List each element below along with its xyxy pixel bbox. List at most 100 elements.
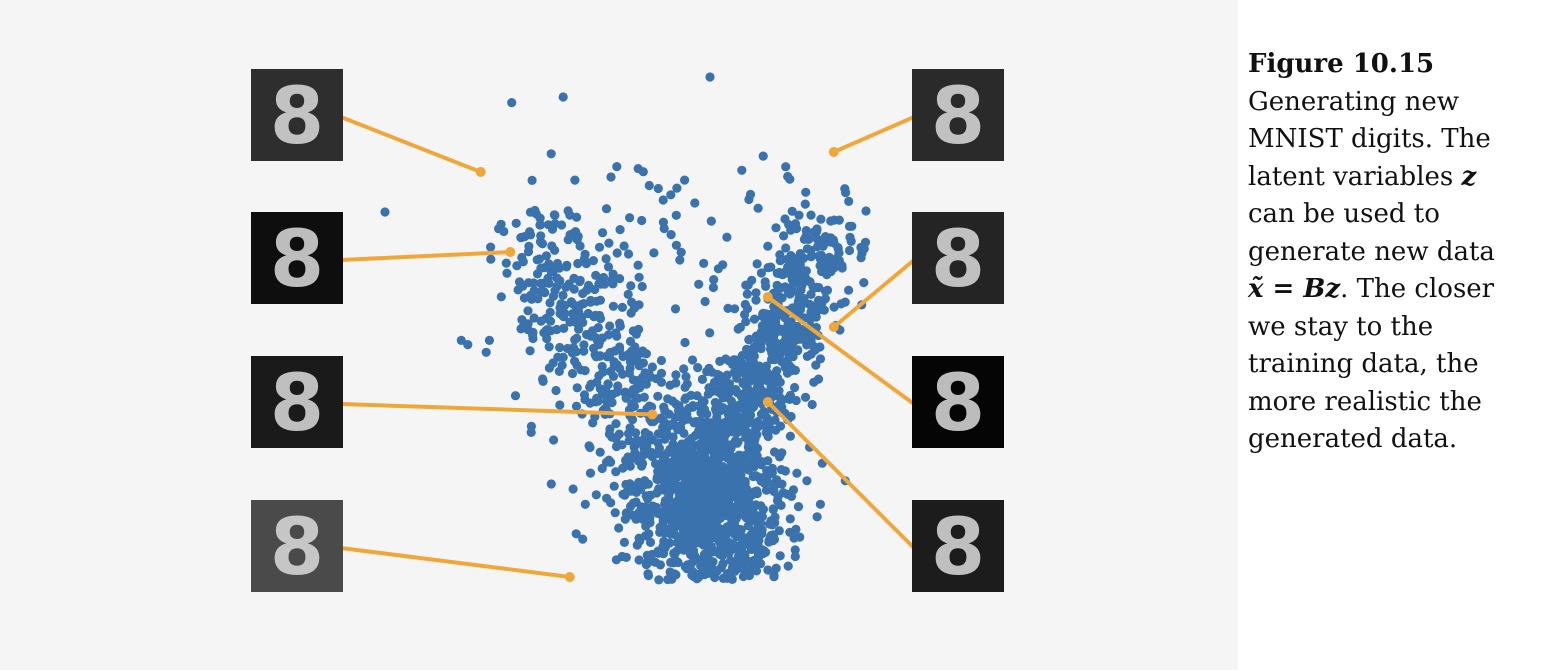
latent-point <box>712 516 722 526</box>
latent-point <box>658 195 668 205</box>
digit-glyph: 8 <box>270 72 324 162</box>
latent-point <box>778 339 788 349</box>
latent-point <box>632 384 642 394</box>
latent-point <box>567 368 578 379</box>
latent-point <box>619 241 629 251</box>
latent-point <box>718 559 728 569</box>
latent-point <box>671 370 681 380</box>
latent-point <box>660 434 670 444</box>
latent-point <box>671 378 681 388</box>
latent-point <box>598 228 608 238</box>
leader-line <box>339 115 483 174</box>
latent-point <box>697 374 708 384</box>
latent-point <box>749 314 760 324</box>
latent-point <box>689 417 700 427</box>
latent-point <box>763 263 773 273</box>
leader-line <box>765 295 916 406</box>
latent-point <box>652 472 663 482</box>
latent-point <box>689 507 699 518</box>
latent-point <box>594 242 605 252</box>
latent-point <box>771 223 781 233</box>
latent-point <box>486 242 496 252</box>
digit-glyph: 8 <box>931 359 985 449</box>
latent-point <box>666 557 676 568</box>
latent-point <box>611 328 621 338</box>
latent-point <box>517 252 527 263</box>
latent-point <box>594 279 604 289</box>
latent-point <box>617 302 628 312</box>
latent-point <box>761 485 772 495</box>
latent-point <box>536 278 546 288</box>
latent-point <box>496 292 506 302</box>
latent-point <box>792 334 802 345</box>
latent-point <box>790 545 800 555</box>
latent-point <box>730 304 740 314</box>
latent-point <box>780 466 791 476</box>
digit-glyph: 8 <box>931 503 985 593</box>
latent-point <box>690 457 700 467</box>
latent-point <box>568 484 578 494</box>
latent-point <box>545 298 555 308</box>
latent-point <box>775 551 785 561</box>
latent-point <box>546 479 556 489</box>
latent-point <box>802 340 812 350</box>
latent-point <box>741 426 751 436</box>
leader-target-dot <box>828 147 839 157</box>
leader-target-dot <box>647 409 658 420</box>
latent-point <box>721 418 731 428</box>
latent-point <box>687 570 697 580</box>
latent-point <box>655 560 666 570</box>
latent-point <box>822 285 833 295</box>
latent-point <box>689 518 699 528</box>
latent-point <box>825 237 836 247</box>
latent-point <box>550 210 560 220</box>
latent-point <box>674 520 684 530</box>
latent-point <box>641 560 652 570</box>
digit-image-background <box>251 69 343 161</box>
latent-point <box>529 278 539 288</box>
latent-point <box>601 403 611 414</box>
latent-point <box>698 434 709 444</box>
latent-point <box>729 529 739 539</box>
latent-point <box>559 323 569 333</box>
latent-point <box>844 245 855 256</box>
latent-point <box>681 372 691 382</box>
latent-point <box>525 227 535 237</box>
latent-point <box>845 232 855 242</box>
latent-point <box>829 263 839 273</box>
latent-point <box>747 275 757 285</box>
latent-point <box>748 471 758 482</box>
latent-point <box>701 567 711 577</box>
latent-point <box>742 568 752 578</box>
latent-point <box>700 296 710 307</box>
latent-point <box>787 274 797 285</box>
latent-point <box>526 427 536 437</box>
latent-point <box>658 542 668 552</box>
latent-point <box>625 363 635 373</box>
latent-point <box>606 172 616 182</box>
latent-point <box>718 260 728 270</box>
latent-point <box>647 549 657 560</box>
latent-point <box>634 324 644 334</box>
latent-point <box>523 247 534 257</box>
latent-point <box>758 151 768 161</box>
latent-point <box>705 517 715 527</box>
latent-point <box>605 424 615 434</box>
latent-point <box>759 478 770 488</box>
latent-point <box>608 389 618 399</box>
latent-point <box>679 488 689 498</box>
leader-target-dot <box>475 167 486 177</box>
latent-point <box>733 324 743 334</box>
latent-point <box>552 281 562 291</box>
latent-point <box>549 435 559 445</box>
latent-point <box>637 461 647 471</box>
latent-point <box>711 386 721 396</box>
latent-point <box>558 92 568 102</box>
latent-point <box>514 277 525 287</box>
latent-point <box>699 258 709 268</box>
latent-point <box>611 467 621 477</box>
latent-point <box>700 551 710 561</box>
latent-point <box>713 482 723 492</box>
latent-point <box>785 431 796 441</box>
latent-point <box>530 205 540 216</box>
